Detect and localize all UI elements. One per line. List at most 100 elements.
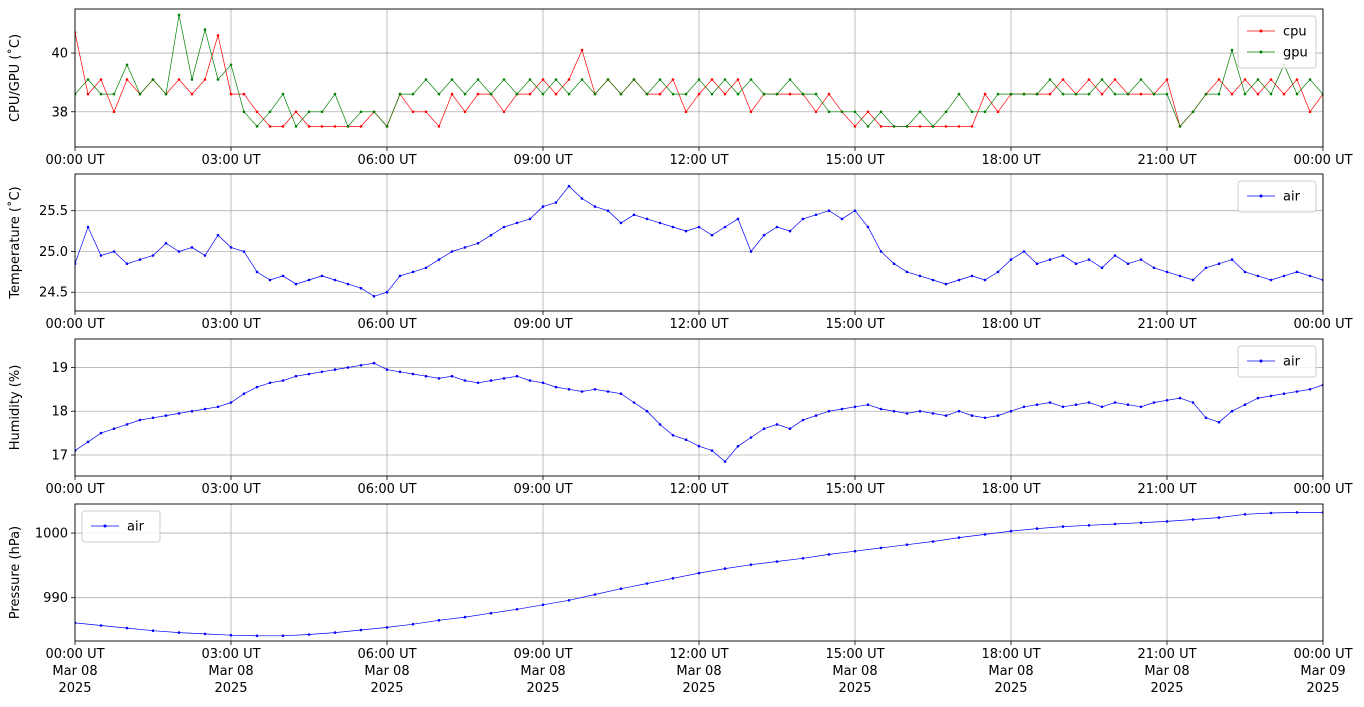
data-point-air (1048, 258, 1052, 261)
x-tick-label: 15:00 UT (825, 317, 884, 332)
data-point-cpu (359, 125, 363, 128)
x-date-label: Mar 08 (520, 664, 565, 679)
x-year-label: 2025 (370, 681, 403, 696)
data-point-gpu (541, 92, 545, 96)
legend-box (1237, 15, 1317, 69)
data-point-air (840, 407, 844, 411)
data-point-cpu (502, 110, 506, 114)
data-point-air (216, 405, 220, 409)
data-point-air (281, 274, 285, 278)
data-point-gpu (996, 92, 1000, 96)
data-point-gpu (866, 125, 870, 128)
series-air (75, 361, 1323, 463)
data-point-air (801, 217, 805, 221)
data-point-cpu (411, 110, 415, 114)
data-point-air (1113, 401, 1117, 404)
data-point-air (1035, 403, 1039, 407)
data-point-air (1126, 262, 1130, 266)
data-point-air (1074, 262, 1078, 266)
data-point-gpu (801, 92, 805, 96)
data-point-air (918, 409, 922, 413)
data-point-cpu (255, 110, 259, 114)
data-point-air (1295, 270, 1299, 274)
data-point-gpu (892, 125, 896, 128)
data-point-air (1269, 394, 1273, 398)
data-point-air (762, 427, 766, 431)
data-point-cpu (229, 92, 233, 96)
data-point-gpu (203, 28, 207, 31)
data-point-air (463, 379, 467, 382)
data-point-gpu (346, 125, 350, 128)
data-point-air (190, 246, 194, 249)
data-point-gpu (970, 110, 974, 114)
data-point-air (749, 436, 753, 439)
data-point-air (229, 633, 233, 637)
x-date-label: Mar 09 (1300, 664, 1345, 679)
data-point-gpu (853, 110, 857, 114)
legend-box (81, 510, 161, 543)
data-point-air (580, 390, 584, 393)
data-point-air (567, 599, 571, 602)
data-point-air (749, 563, 753, 566)
plot-frame (74, 503, 1324, 642)
data-point-air (528, 217, 532, 221)
data-point-air (931, 412, 935, 415)
data-point-cpu (697, 92, 701, 96)
data-point-air (242, 392, 246, 396)
data-point-air (320, 274, 324, 278)
data-point-gpu (372, 110, 376, 114)
data-point-gpu (86, 78, 90, 81)
data-point-cpu (567, 78, 571, 81)
data-point-air (151, 629, 155, 632)
data-point-gpu (1269, 92, 1273, 96)
data-point-air (1178, 274, 1182, 278)
panel-1: 00:00 UT 03:00 UT 06:00 UT 09:00 UT 12:00 UT… (7, 8, 1353, 168)
data-point-gpu (190, 78, 194, 81)
data-point-gpu (814, 92, 818, 96)
data-point-air (853, 549, 857, 553)
x-tick-label: 00:00 UT (1293, 153, 1352, 168)
data-point-air (1308, 388, 1312, 391)
data-point-gpu (749, 78, 753, 81)
y-axis-label: Humidity (%) (8, 365, 23, 451)
data-point-gpu (411, 92, 415, 96)
data-point-air (463, 246, 467, 249)
data-point-cpu (424, 110, 428, 114)
data-point-gpu (294, 125, 298, 128)
data-point-air (307, 278, 311, 282)
data-point-gpu (476, 78, 480, 81)
data-point-cpu (1087, 78, 1091, 81)
data-point-gpu (281, 92, 285, 96)
data-point-gpu (632, 78, 636, 81)
data-point-air (333, 631, 337, 634)
legend-label-cpu: cpu (1283, 25, 1307, 40)
data-point-air (502, 225, 506, 229)
data-point-gpu (697, 78, 701, 81)
data-point-air (359, 628, 363, 632)
data-point-air (1217, 420, 1221, 424)
data-point-gpu (255, 125, 259, 128)
data-point-air (112, 250, 116, 253)
data-point-air (866, 225, 870, 229)
data-point-gpu (554, 78, 558, 81)
data-point-gpu (840, 110, 844, 114)
data-point-cpu (463, 110, 467, 114)
data-point-air (242, 250, 246, 253)
data-point-air (1243, 403, 1247, 407)
data-point-air (1087, 401, 1091, 404)
data-point-cpu (918, 125, 922, 128)
data-point-air (775, 423, 779, 426)
data-point-air (580, 197, 584, 200)
data-point-gpu (437, 92, 441, 96)
data-point-air (1048, 401, 1052, 404)
data-point-air (268, 381, 272, 385)
data-point-air (619, 392, 623, 396)
y-tick-label: 25.5 (39, 204, 68, 219)
data-point-cpu (112, 110, 116, 114)
data-point-air (554, 201, 558, 204)
data-point-cpu (879, 125, 883, 128)
data-point-air (840, 217, 844, 221)
data-point-air (1256, 396, 1260, 400)
data-point-gpu (450, 78, 454, 81)
